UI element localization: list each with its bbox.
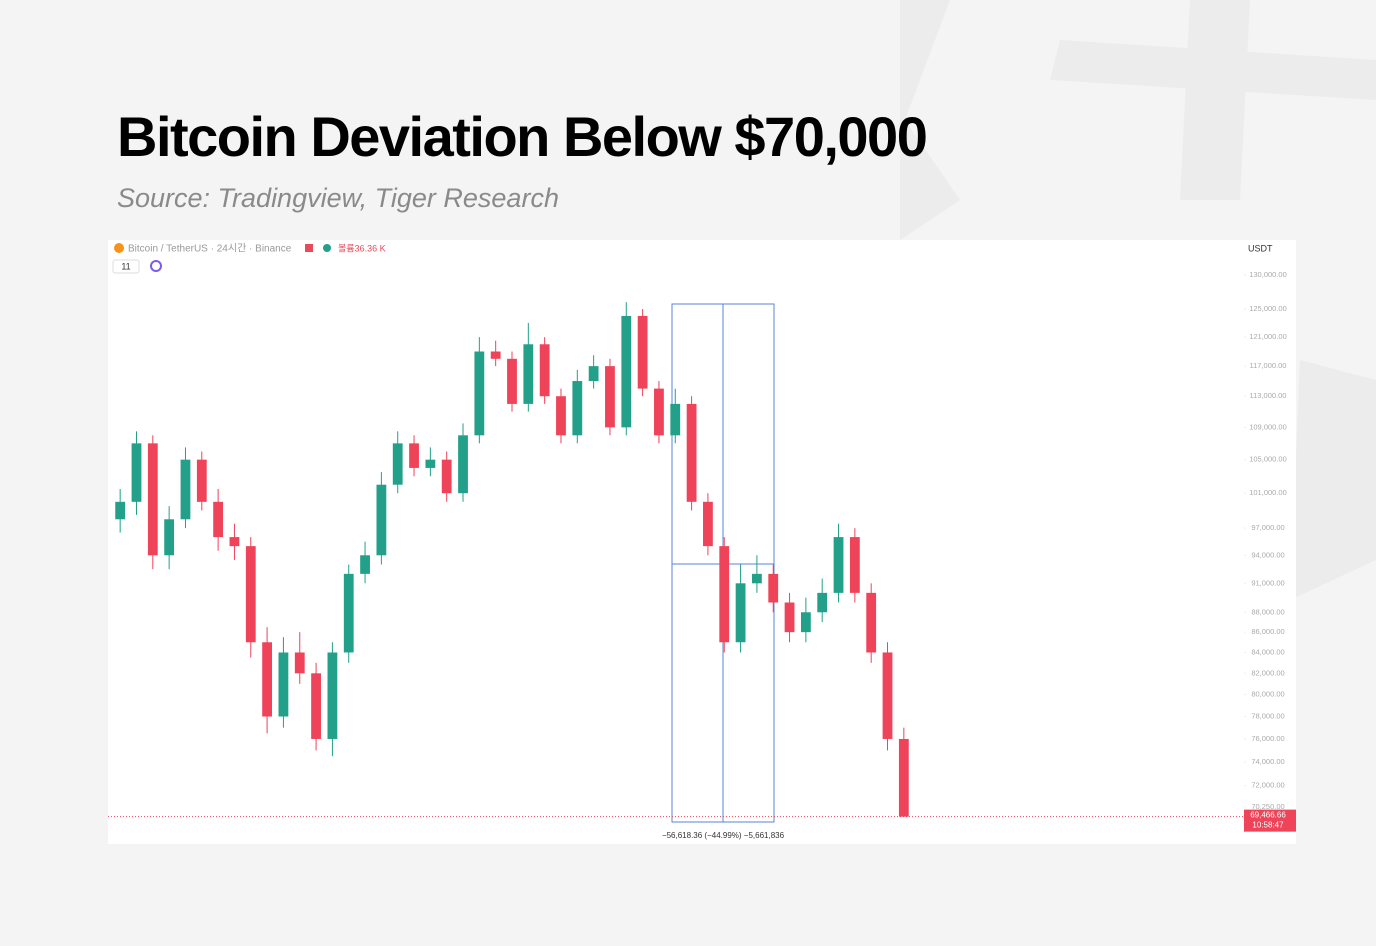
candle-body	[800, 612, 811, 633]
candle-body	[556, 396, 566, 436]
candle-body	[523, 344, 534, 404]
y-tick-label: 84,000.00	[1251, 647, 1284, 656]
y-tick-label: 82,000.00	[1251, 668, 1284, 677]
status-dot	[323, 244, 331, 252]
candle-body	[441, 459, 452, 494]
candle-body	[229, 537, 240, 547]
candle-body	[833, 537, 844, 593]
y-tick-label: 94,000.00	[1251, 550, 1284, 559]
y-tick-label: 91,000.00	[1251, 578, 1284, 587]
candle-body	[458, 435, 468, 494]
candle-body	[327, 652, 338, 739]
y-tick-label: 74,000.00	[1251, 757, 1284, 766]
candle-body	[278, 652, 289, 717]
candle-body	[866, 592, 877, 653]
candle-body	[849, 537, 860, 593]
candle-body	[817, 592, 828, 613]
candle-body	[768, 573, 779, 603]
candle-body	[311, 673, 321, 739]
symbol-icon	[114, 243, 124, 253]
candle-body	[213, 501, 224, 538]
candle-body	[882, 652, 893, 739]
volume: 볼륨36.36 K	[338, 243, 386, 253]
y-tick-label: 105,000.00	[1249, 455, 1287, 464]
candle-body	[180, 459, 191, 520]
y-tick-label: 117,000.00	[1250, 361, 1287, 370]
candle-body	[752, 573, 762, 584]
candle-body	[245, 546, 256, 643]
interval-box[interactable]	[112, 259, 140, 274]
symbol: Bitcoin / TetherUS · 24시간 · Binance	[128, 243, 292, 255]
candle-body	[621, 315, 632, 428]
candle-body	[376, 484, 387, 556]
candle-body	[605, 366, 615, 428]
candle-body	[654, 388, 664, 436]
interval-badge[interactable]: 11	[121, 261, 130, 271]
y-tick-label: 101,000.00	[1249, 488, 1287, 497]
currency[interactable]: USDT	[1248, 243, 1273, 253]
candle-body	[196, 459, 207, 502]
y-tick-label: 125,000.00	[1249, 304, 1287, 313]
candle-body	[539, 344, 550, 397]
candle-body	[409, 443, 419, 468]
y-tick-label: 88,000.00	[1251, 607, 1284, 616]
y-tick-label: 72,000.00	[1251, 781, 1284, 790]
candle-body	[262, 642, 272, 717]
subtitle: Source: Tradingview, Tiger Research	[117, 183, 559, 213]
y-tick-label: 86,000.00	[1251, 627, 1284, 636]
price-label: 69,466.66	[1250, 811, 1286, 820]
y-tick-label: 97,000.00	[1251, 523, 1284, 532]
candle-body	[507, 358, 517, 404]
candle-body	[670, 403, 681, 436]
chart: Bitcoin / TetherUS · 24시간 · Binance 볼륨36…	[108, 240, 1296, 844]
candle-body	[637, 315, 648, 389]
candle-body	[735, 583, 746, 643]
y-tick-label: 70,250.00	[1251, 802, 1284, 811]
candle-body	[392, 443, 403, 485]
candle-body	[360, 555, 370, 574]
candle-body	[343, 573, 354, 653]
y-tick-label: 76,000.00	[1251, 734, 1284, 743]
measure-label: −56,618.36 (−44.99%) −5,661,836	[662, 831, 785, 840]
candle-body	[784, 602, 795, 633]
y-tick-label: 121,000.00	[1249, 332, 1287, 341]
candle-body	[115, 501, 126, 520]
candle-body	[164, 519, 175, 556]
candle-body	[294, 652, 305, 674]
candle-body	[719, 546, 730, 643]
y-tick-label: 130,000.00	[1249, 270, 1287, 279]
y-tick-label: 78,000.00	[1251, 711, 1284, 720]
flag-icon	[305, 244, 313, 252]
candle-body	[131, 443, 142, 502]
y-tick-label: 113,000.00	[1250, 391, 1287, 400]
candle-body	[474, 351, 485, 436]
candle-body	[703, 501, 713, 547]
countdown: 10:58:47	[1252, 821, 1284, 830]
candle-body	[686, 403, 697, 502]
refresh-icon[interactable]	[150, 260, 162, 272]
y-tick-label: 80,000.00	[1251, 690, 1284, 699]
candle-body	[147, 443, 158, 556]
price-badge	[1244, 809, 1296, 832]
candle-body	[572, 381, 583, 436]
candle-body	[490, 351, 501, 359]
title: Bitcoin Deviation Below $70,000	[117, 105, 928, 168]
y-tick-label: 109,000.00	[1249, 422, 1287, 431]
candle-body	[588, 366, 599, 382]
candle-body	[425, 459, 436, 468]
candle-body	[898, 738, 909, 817]
